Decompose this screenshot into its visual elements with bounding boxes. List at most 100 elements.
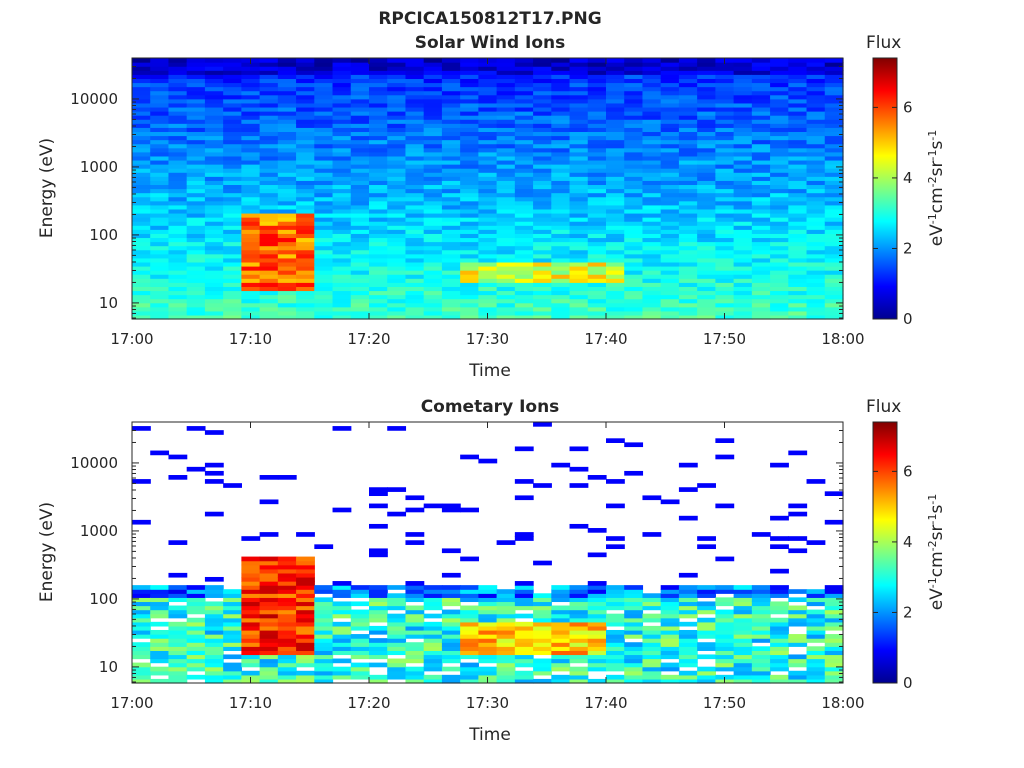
spectrogram-cell bbox=[496, 196, 516, 202]
spectrogram-cell bbox=[460, 200, 479, 206]
spectrogram-cell bbox=[405, 168, 425, 173]
spectrogram-cell bbox=[770, 155, 789, 161]
spectrogram-cell bbox=[423, 151, 443, 157]
spectrogram-cell bbox=[660, 176, 680, 181]
spectrogram-cell bbox=[296, 172, 315, 177]
spectrogram-cell bbox=[350, 74, 370, 79]
spectrogram-cell bbox=[606, 106, 625, 112]
spectrogram-cell bbox=[697, 678, 716, 684]
spectrogram-cell bbox=[751, 82, 771, 88]
spectrogram-cell bbox=[350, 188, 370, 194]
spectrogram-cell bbox=[132, 245, 151, 251]
spectrogram-cell bbox=[660, 111, 680, 116]
spectrogram-cell bbox=[423, 650, 443, 656]
spectrogram-cell bbox=[642, 135, 662, 141]
spectrogram-cell bbox=[715, 621, 735, 627]
spectrogram-cell bbox=[132, 479, 151, 484]
spectrogram-cell bbox=[296, 221, 315, 226]
spectrogram-cell bbox=[660, 245, 680, 251]
spectrogram-cell bbox=[296, 94, 315, 100]
spectrogram-cell bbox=[186, 249, 206, 255]
spectrogram-cell bbox=[624, 208, 644, 214]
spectrogram-cell bbox=[441, 306, 461, 312]
spectrogram-cell bbox=[369, 123, 388, 128]
spectrogram-cell bbox=[223, 654, 242, 660]
spectrogram-cell bbox=[624, 658, 644, 664]
spectrogram-cell bbox=[296, 151, 315, 157]
spectrogram-cell bbox=[259, 499, 279, 505]
spectrogram-cell bbox=[423, 634, 443, 639]
spectrogram-cell bbox=[770, 98, 789, 104]
spectrogram-cell bbox=[533, 204, 552, 210]
spectrogram-cell bbox=[259, 556, 279, 562]
spectrogram-cell bbox=[132, 613, 151, 619]
spectrogram-cell bbox=[751, 139, 771, 145]
spectrogram-cell bbox=[296, 70, 315, 75]
spectrogram-cell bbox=[132, 74, 151, 79]
spectrogram-cell bbox=[660, 82, 680, 88]
spectrogram-cell bbox=[751, 143, 771, 149]
spectrogram-cell bbox=[478, 164, 498, 169]
spectrogram-cell bbox=[533, 265, 552, 271]
spectrogram-cell bbox=[751, 294, 771, 300]
spectrogram-cell bbox=[296, 605, 315, 611]
spectrogram-cell bbox=[660, 119, 680, 124]
spectrogram-cell bbox=[332, 168, 352, 173]
spectrogram-cell bbox=[350, 617, 370, 623]
spectrogram-cell bbox=[533, 257, 552, 263]
spectrogram-cell bbox=[168, 180, 188, 186]
spectrogram-cell bbox=[223, 261, 242, 267]
spectrogram-cell bbox=[624, 310, 644, 316]
spectrogram-cell bbox=[168, 119, 188, 124]
spectrogram-cell bbox=[551, 217, 571, 222]
spectrogram-cell bbox=[441, 204, 461, 210]
spectrogram-cell bbox=[715, 168, 735, 173]
spectrogram-cell bbox=[715, 278, 735, 283]
spectrogram-cell bbox=[369, 217, 388, 222]
spectrogram-cell bbox=[277, 102, 297, 108]
spectrogram-cell bbox=[186, 225, 206, 230]
spectrogram-cell bbox=[460, 184, 479, 190]
spectrogram-cell bbox=[350, 298, 370, 304]
spectrogram-cell bbox=[132, 314, 151, 320]
spectrogram-cell bbox=[204, 462, 224, 468]
spectrogram-cell bbox=[606, 82, 625, 88]
spectrogram-cell bbox=[788, 200, 808, 206]
spectrogram-cell bbox=[606, 139, 625, 145]
spectrogram-cell bbox=[569, 658, 589, 664]
spectrogram-cell bbox=[733, 298, 753, 304]
spectrogram-cell bbox=[460, 294, 479, 300]
spectrogram-cell bbox=[697, 666, 716, 672]
spectrogram-cell bbox=[569, 523, 589, 529]
spectrogram-cell bbox=[387, 286, 407, 292]
spectrogram-cell bbox=[168, 192, 188, 198]
spectrogram-cell bbox=[369, 237, 388, 243]
spectrogram-cell bbox=[405, 245, 425, 251]
spectrogram-cell bbox=[569, 597, 589, 603]
spectrogram-cell bbox=[770, 286, 789, 292]
spectrogram-cell bbox=[642, 147, 662, 153]
spectrogram-cell bbox=[478, 127, 498, 133]
spectrogram-cell bbox=[788, 536, 808, 541]
spectrogram-cell bbox=[678, 314, 698, 320]
spectrogram-cell bbox=[533, 237, 552, 243]
spectrogram-cell bbox=[478, 270, 498, 275]
spectrogram-cell bbox=[496, 217, 516, 222]
spectrogram-cell bbox=[223, 253, 242, 259]
colorbar-tick-label: 4 bbox=[903, 533, 913, 551]
spectrogram-cell bbox=[296, 658, 315, 664]
spectrogram-cell bbox=[697, 629, 716, 635]
spectrogram-cell bbox=[241, 601, 261, 607]
spectrogram-cell bbox=[715, 176, 735, 181]
spectrogram-cell bbox=[514, 127, 534, 133]
spectrogram-cell bbox=[697, 176, 716, 181]
x-tick-label: 18:00 bbox=[821, 330, 864, 348]
spectrogram-cell bbox=[824, 589, 844, 594]
spectrogram-cell bbox=[770, 188, 789, 194]
spectrogram-cell bbox=[806, 155, 826, 161]
spectrogram-cell bbox=[186, 674, 206, 680]
spectrogram-cell bbox=[770, 62, 789, 67]
spectrogram-cell bbox=[806, 274, 826, 279]
spectrogram-cell bbox=[660, 172, 680, 177]
spectrogram-cell bbox=[132, 176, 151, 181]
